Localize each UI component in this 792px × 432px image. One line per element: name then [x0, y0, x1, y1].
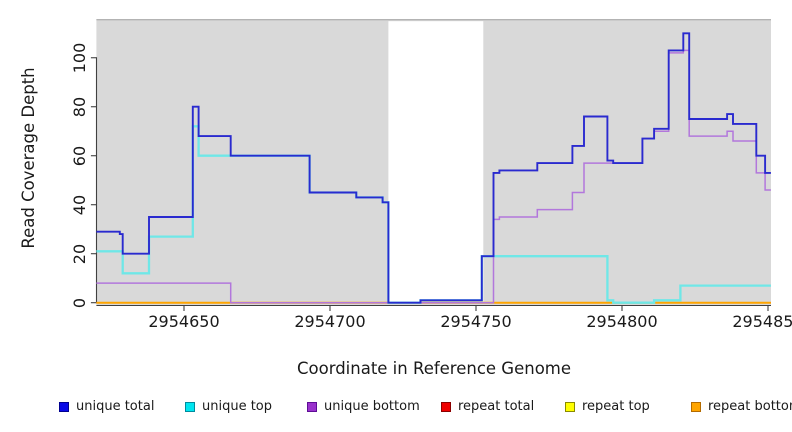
x-tick-label: 2954700: [294, 312, 366, 331]
legend-swatch-icon: [307, 402, 317, 412]
x-axis-title: Coordinate in Reference Genome: [296, 359, 572, 378]
legend-swatch-icon: [185, 402, 195, 412]
legend-swatch-icon: [691, 402, 701, 412]
legend-item-repeat-bottom: repeat bottom: [691, 400, 792, 414]
series-unique-total-line: [96, 32, 771, 304]
legend-label: repeat top: [582, 399, 650, 414]
legend-label: repeat bottom: [708, 399, 792, 414]
y-tick-label: 100: [70, 42, 89, 74]
mask-band: [388, 21, 484, 303]
legend-label: unique total: [76, 399, 155, 414]
y-axis-title: Read Coverage Depth: [19, 67, 38, 249]
legend-label: unique top: [202, 399, 273, 414]
legend-item-unique-bottom: unique bottom: [307, 400, 420, 414]
x-tick-label: 2954650: [148, 312, 220, 331]
legend-label: repeat total: [458, 399, 535, 414]
legend-item-unique-total: unique total: [59, 400, 154, 414]
legend-item-unique-top: unique top: [185, 400, 272, 414]
legend-item-repeat-top: repeat top: [565, 400, 650, 414]
legend-label: unique bottom: [324, 399, 420, 414]
x-tick-label: 2954850: [732, 312, 792, 331]
x-tick-label: 2954800: [586, 312, 658, 331]
legend-item-repeat-total: repeat total: [441, 400, 534, 414]
legend-swatch-icon: [59, 402, 69, 412]
legend-swatch-icon: [565, 402, 575, 412]
legend-swatch-icon: [441, 402, 451, 412]
x-tick-label: 2954750: [440, 312, 512, 331]
